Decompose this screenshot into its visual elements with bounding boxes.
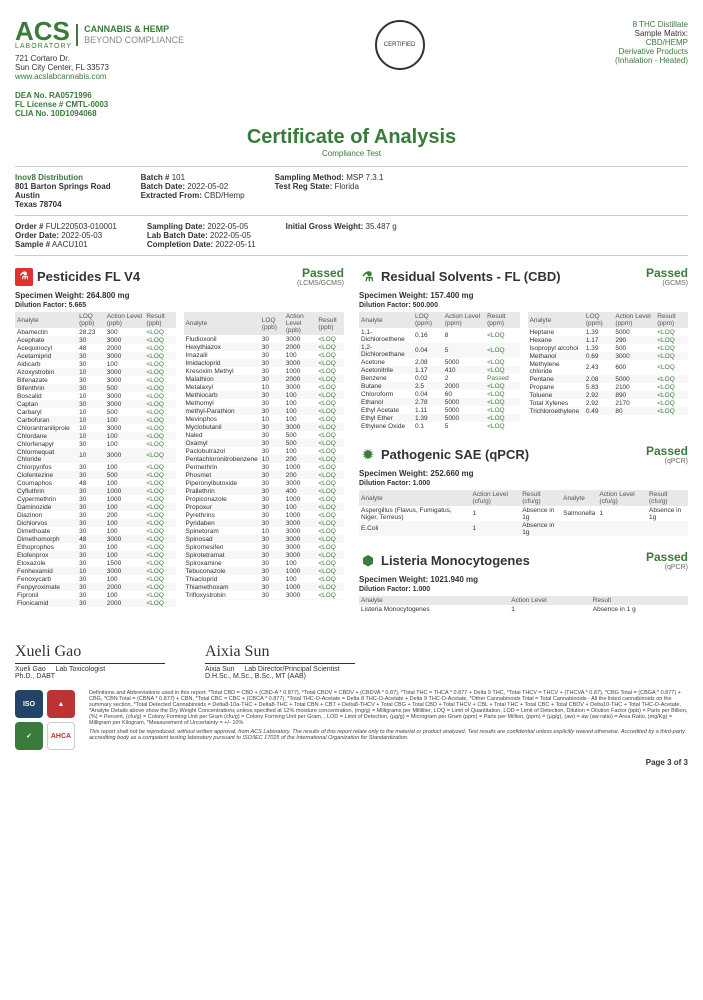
certified-badge: CERTIFIED xyxy=(375,20,425,70)
sig2-image: Aixia Sun xyxy=(205,643,355,661)
listeria-table: AnalyteAction LevelResultListeria Monocy… xyxy=(359,596,688,613)
pest-dilution: Dilution Factor: 5.665 xyxy=(15,302,344,309)
sampling-col: Sampling Method: MSP 7.3.1 Test Reg Stat… xyxy=(275,173,384,209)
dates-col: Sampling Date: 2022-05-05 Lab Batch Date… xyxy=(147,222,256,249)
batch-col: Batch # 101 Batch Date: 2022-05-02 Extra… xyxy=(141,173,245,209)
pest-specimen: Specimen Weight: 264.800 mg xyxy=(15,291,344,300)
divider xyxy=(15,255,688,256)
url-link[interactable]: www.acslabcannabis.com xyxy=(15,72,107,81)
address: 721 Cortaro Dr.Sun City Center, FL 33573… xyxy=(15,54,184,81)
listeria-head: ⬢Listeria Monocytogenes Passed(qPCR) xyxy=(359,550,688,571)
sig2: Aixia Sun Aixia Sun Lab Director/Princip… xyxy=(205,643,355,680)
divider xyxy=(15,166,688,167)
page-number: Page 3 of 3 xyxy=(15,758,688,767)
divider xyxy=(15,215,688,216)
pathogenic-table: AnalyteAction Level (cfu/g)Result (cfu/g… xyxy=(359,490,688,536)
right-panel: ⚗Residual Solvents - FL (CBD) Passed(GCM… xyxy=(359,266,688,613)
sig1: Xueli Gao Xueli Gao Lab Toxicologist Ph.… xyxy=(15,643,165,680)
subtitle: Compliance Test xyxy=(15,149,688,158)
pesticides-panel: ⚗Pesticides FL V4 Passed(LCMS/GCMS) Spec… xyxy=(15,266,344,613)
bacteria-icon: ⬢ xyxy=(359,552,377,570)
iso-badge: ISO xyxy=(15,690,43,718)
license-ids: DEA No. RA0571996 FL License # CMTL-0003… xyxy=(15,91,688,118)
header: ACSLABORATORY CANNABIS & HEMPBEYOND COMP… xyxy=(15,20,688,81)
sig1-image: Xueli Gao xyxy=(15,643,165,661)
footer-text: Definitions and Abbreviations used in th… xyxy=(81,690,688,744)
results-panels: ⚗Pesticides FL V4 Passed(LCMS/GCMS) Spec… xyxy=(15,266,688,613)
microbe-icon: ✹ xyxy=(359,446,377,464)
list-specimen: Specimen Weight: 1021.940 mg xyxy=(359,575,688,584)
pjla-badge: ▲ xyxy=(47,690,75,718)
sample-meta: 8 THC DistillateSample Matrix:CBD/HEMPDe… xyxy=(615,20,688,65)
pesticide-icon: ⚗ xyxy=(15,268,33,286)
footer: ISO▲ ✓AHCA Definitions and Abbreviations… xyxy=(15,690,688,750)
list-dilution: Dilution Factor: 1.000 xyxy=(359,586,688,593)
flask-icon: ⚗ xyxy=(359,268,377,286)
weight-col: Initial Gross Weight: 35.487 g xyxy=(286,222,397,249)
solv-dilution: Dilution Factor: 500.000 xyxy=(359,302,688,309)
solvents-head: ⚗Residual Solvents - FL (CBD) Passed(GCM… xyxy=(359,266,688,287)
title-block: Certificate of Analysis Compliance Test xyxy=(15,126,688,158)
cert-badge-2: ✓ xyxy=(15,722,43,750)
solvents-table: AnalyteLOQ (ppm)Action Level (ppm)Result… xyxy=(359,312,688,430)
client-info-row: Inov8 Distribution 801 Barton Springs Ro… xyxy=(15,173,688,209)
path-specimen: Specimen Weight: 252.660 mg xyxy=(359,469,688,478)
pesticides-table: AnalyteLOQ (ppb)Action Level (ppb)Result… xyxy=(15,312,344,607)
acs-logo: ACS xyxy=(15,20,72,43)
pathogenic-head: ✹Pathogenic SAE (qPCR) Passed(qPCR) xyxy=(359,444,688,465)
logo-block: ACSLABORATORY CANNABIS & HEMPBEYOND COMP… xyxy=(15,20,184,81)
ahca-badge: AHCA xyxy=(47,722,75,750)
path-dilution: Dilution Factor: 1.000 xyxy=(359,480,688,487)
solv-specimen: Specimen Weight: 157.400 mg xyxy=(359,291,688,300)
lab-text: LABORATORY xyxy=(15,43,72,50)
order-info-row: Order # FUL220503-010001 Order Date: 202… xyxy=(15,222,688,249)
pesticides-head: ⚗Pesticides FL V4 Passed(LCMS/GCMS) xyxy=(15,266,344,287)
client-col: Inov8 Distribution 801 Barton Springs Ro… xyxy=(15,173,111,209)
page-title: Certificate of Analysis xyxy=(15,126,688,149)
signatures: Xueli Gao Xueli Gao Lab Toxicologist Ph.… xyxy=(15,643,688,680)
order-col: Order # FUL220503-010001 Order Date: 202… xyxy=(15,222,117,249)
tagline: CANNABIS & HEMPBEYOND COMPLIANCE xyxy=(76,24,184,46)
